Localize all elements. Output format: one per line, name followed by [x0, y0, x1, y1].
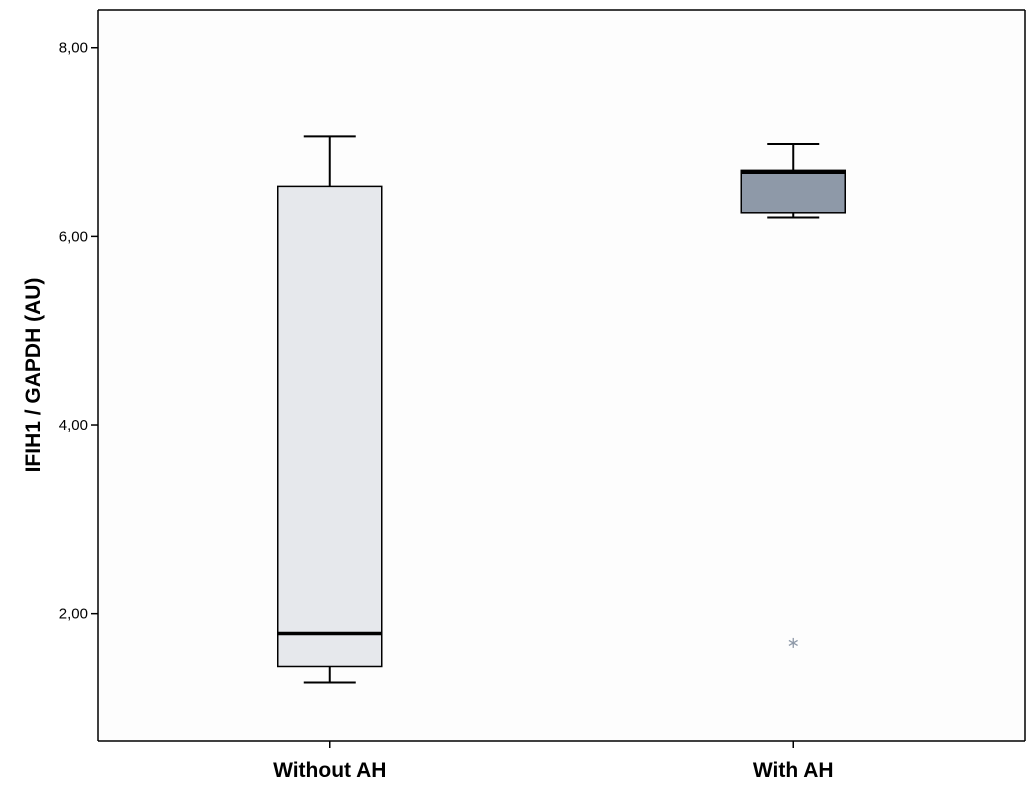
- box-2: [740, 142, 846, 648]
- y-tick-label: 8,00: [59, 40, 88, 57]
- plot-area: [98, 10, 1025, 741]
- box-iqr: [277, 185, 383, 668]
- y-axis-label: IFIH1 / GAPDH (AU): [22, 278, 45, 473]
- y-tick-label: 4,00: [59, 417, 88, 434]
- x-tick-label: With AH: [753, 759, 834, 782]
- outlier-point: [788, 637, 798, 648]
- x-tick-label: Without AH: [273, 759, 386, 782]
- outlier-stroke: [788, 639, 798, 646]
- box-1: [277, 135, 383, 684]
- axes: 2,00 4,00 6,00 8,00 Without AH With AH: [59, 9, 1026, 782]
- y-tick-label: 2,00: [59, 606, 88, 623]
- box-iqr: [740, 169, 846, 214]
- y-tick-label: 6,00: [59, 228, 88, 245]
- boxes: [277, 135, 846, 684]
